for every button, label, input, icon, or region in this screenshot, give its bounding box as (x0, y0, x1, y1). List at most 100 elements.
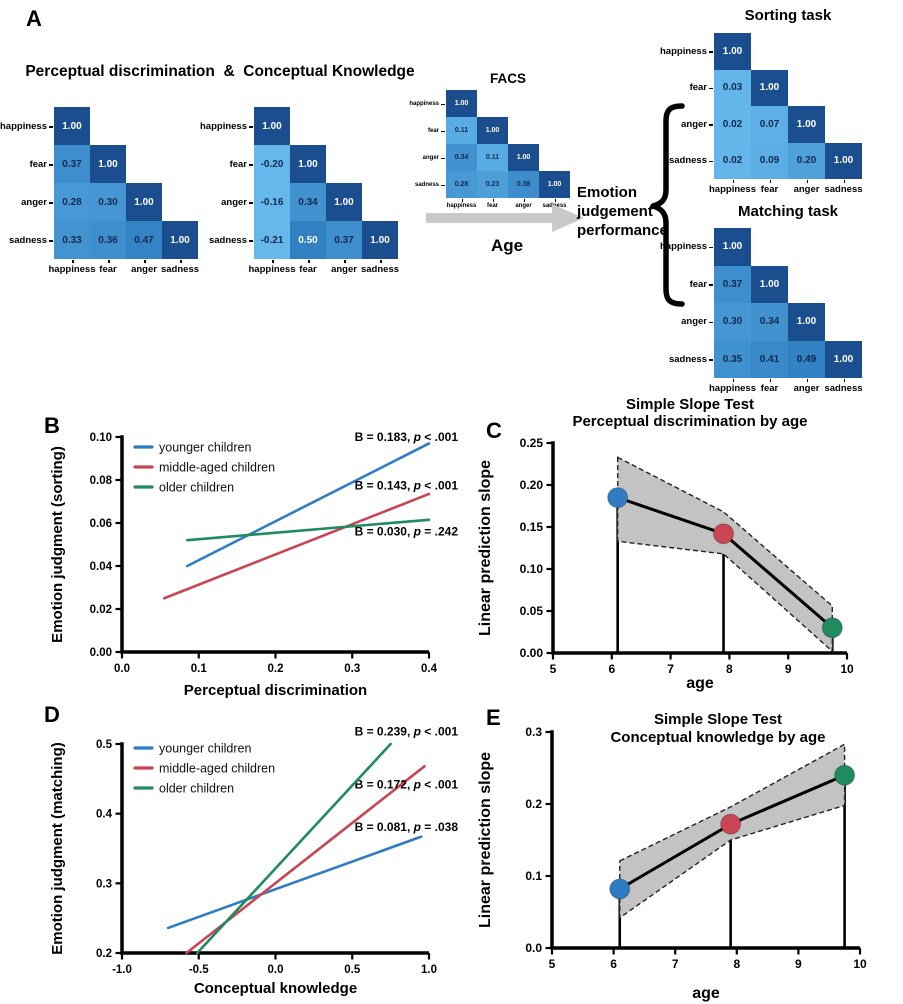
svg-text:9: 9 (795, 957, 802, 971)
svg-text:0.2: 0.2 (268, 663, 284, 675)
heatmap-cell: -0.16 (254, 183, 290, 221)
heatmap-matching-task: happiness 1.00 fear 0.37 1.00 anger 0.30 0.34 1.… (660, 228, 866, 396)
heatmap-row-label: happiness (0, 120, 47, 132)
svg-text:B = 0.183, p < .001: B = 0.183, p < .001 (355, 430, 459, 444)
heatmap-cell: 0.47 (126, 221, 162, 259)
svg-text:-1.0: -1.0 (112, 964, 132, 976)
svg-text:B = 0.030, p = .242: B = 0.030, p = .242 (355, 525, 459, 539)
svg-text:1.0: 1.0 (421, 964, 437, 976)
svg-text:Perceptual discrimination by a: Perceptual discrimination by age (572, 413, 807, 430)
heatmap-cell: 0.02 (714, 142, 751, 179)
svg-text:0.2: 0.2 (525, 797, 542, 811)
heatmap-cell: 1.00 (326, 183, 362, 221)
heatmap-col-label: fear (760, 183, 779, 195)
heatmap-cell: 1.00 (508, 144, 539, 171)
heatmap-cell: 1.00 (477, 117, 508, 144)
age-arrow-icon (426, 204, 584, 232)
heatmap-row-label: happiness (660, 241, 707, 253)
svg-text:0.0: 0.0 (268, 964, 284, 976)
panel-label-c: C (486, 418, 502, 443)
heatmap-cell: 0.34 (751, 303, 788, 341)
outcome-line-1: Emotion (577, 184, 637, 201)
heatmap-col-label: fear (99, 263, 117, 275)
heatmap-row-label: anger (681, 118, 707, 130)
heatmap-row-label: sadness (668, 155, 707, 167)
heatmap-row-label: fear (689, 82, 707, 94)
svg-text:middle-aged children: middle-aged children (159, 461, 275, 475)
matching-task-title: Matching task (737, 203, 839, 220)
panel-c-chart: 0.00 0.05 0.10 0.15 0.20 0.25 5 6 7 8 9 10 age Linear… (477, 396, 854, 692)
svg-text:Linear prediction slope: Linear prediction slope (477, 460, 494, 636)
outcome-line-3: performance (577, 222, 668, 239)
svg-text:0.1: 0.1 (525, 869, 542, 883)
panel-b-chart: 0.00 0.02 0.04 0.06 0.08 0.10 0.0 0.1 0.2 0.3 0.4 P… (49, 430, 459, 699)
panel-label-a: A (26, 6, 42, 31)
heatmap-cell: 1.00 (446, 90, 477, 117)
heatmap-row-label: anger (21, 196, 47, 208)
svg-text:Simple Slope Test: Simple Slope Test (654, 711, 782, 728)
heatmap-cell: 0.35 (714, 340, 751, 378)
heatmap-cell: 0.34 (290, 183, 326, 221)
heatmap-cell: 0.37 (714, 265, 751, 303)
heatmap-col-label: happiness (709, 183, 756, 195)
svg-text:Emotion judgment (sorting): Emotion judgment (sorting) (49, 446, 66, 643)
heatmap-cell: 0.33 (54, 221, 90, 259)
svg-text:younger children: younger children (159, 441, 251, 455)
heatmap-row-label: fear (29, 158, 47, 170)
svg-text:0.06: 0.06 (90, 518, 112, 530)
svg-text:0.25: 0.25 (520, 436, 544, 450)
svg-text:0.15: 0.15 (520, 520, 544, 534)
heatmap-cell: 0.37 (54, 145, 90, 183)
heatmap-col-label: anger (131, 263, 157, 275)
heatmap-cell: 0.11 (477, 144, 508, 171)
age-label: Age (490, 236, 524, 255)
svg-text:0.05: 0.05 (520, 604, 544, 618)
heatmap-cell: 0.41 (751, 340, 788, 378)
heatmap-cell: 0.49 (788, 340, 825, 378)
heatmap-col-label: happiness (248, 263, 296, 275)
heatmap-cell: 1.00 (714, 33, 751, 70)
heatmap-cell: 0.37 (326, 221, 362, 259)
panel-label-b: B (44, 413, 60, 438)
svg-text:0.02: 0.02 (90, 604, 112, 616)
svg-text:9: 9 (785, 662, 792, 676)
heatmap-row-label: anger (221, 196, 247, 208)
heatmap-cell: 1.00 (539, 171, 570, 198)
heatmap-row-label: sadness (668, 353, 707, 365)
heatmap-cell: 1.00 (825, 340, 862, 378)
outcome-label: Emotion judgement performance (577, 183, 668, 240)
svg-text:10: 10 (853, 957, 867, 971)
heatmap-row-label: fear (427, 127, 439, 134)
outcome-line-2: judgement (577, 203, 653, 220)
facs-title: FACS (489, 71, 526, 86)
heatmap-cell: 0.20 (788, 142, 825, 179)
heatmap-cell: 1.00 (126, 183, 162, 221)
svg-text:Conceptual knowledge by age: Conceptual knowledge by age (610, 729, 825, 746)
heatmap-cell: 1.00 (54, 107, 90, 145)
svg-text:older children: older children (159, 782, 234, 796)
heatmap-sorting-task: happiness 1.00 fear 0.03 1.00 anger 0.02 0.07 1.… (660, 33, 866, 197)
heatmap-col-label: fear (299, 263, 317, 275)
svg-text:0.0: 0.0 (114, 663, 130, 675)
svg-text:0.4: 0.4 (96, 809, 113, 821)
heatmap-cell: 1.00 (362, 221, 398, 259)
heatmap-row-label: fear (229, 158, 247, 170)
heatmap-cell: 0.23 (477, 171, 508, 198)
heatmap-row-label: sadness (208, 234, 247, 246)
heatmap-cell: 0.28 (446, 171, 477, 198)
svg-text:8: 8 (733, 957, 740, 971)
heatmap-cell: 0.03 (714, 69, 751, 106)
panel-d-chart: 0.2 0.3 0.4 0.5 -1.0 -0.5 0.0 0.5 1.0 Conceptual … (49, 724, 459, 997)
svg-text:0.2: 0.2 (96, 948, 112, 960)
heatmap-col-label: happiness (446, 202, 477, 209)
heatmap-cell: 1.00 (714, 228, 751, 266)
svg-text:7: 7 (667, 662, 674, 676)
svg-text:B = 0.172, p < .001: B = 0.172, p < .001 (355, 777, 459, 791)
svg-text:5: 5 (549, 957, 556, 971)
svg-text:Emotion judgment (matching): Emotion judgment (matching) (49, 742, 66, 954)
svg-text:0.0: 0.0 (525, 941, 542, 955)
svg-text:Perceptual discrimination: Perceptual discrimination (184, 682, 367, 699)
heatmap-col-label: fear (760, 382, 779, 394)
svg-text:older children: older children (159, 481, 234, 495)
